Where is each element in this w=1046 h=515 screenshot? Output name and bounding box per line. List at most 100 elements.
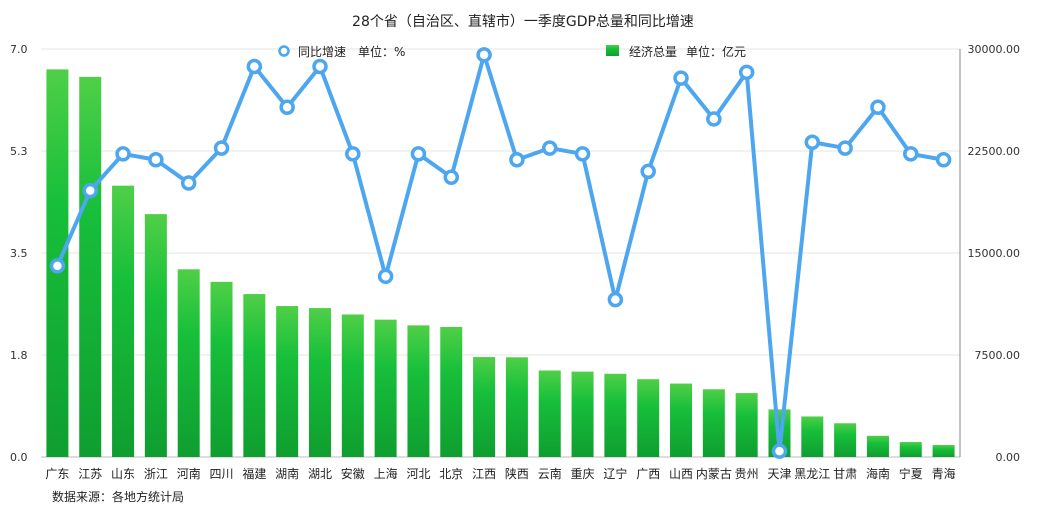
line-point — [377, 268, 394, 285]
bar — [79, 76, 102, 457]
category-label: 内蒙古 — [696, 466, 732, 481]
bar — [144, 214, 167, 457]
line-point — [345, 146, 361, 162]
category-label: 甘肃 — [833, 467, 857, 481]
category-label: 河南 — [177, 466, 201, 481]
category-label: 北京 — [439, 467, 463, 481]
category-label: 湖南 — [275, 466, 299, 481]
line-point — [279, 99, 295, 116]
bar — [899, 442, 922, 457]
category-label: 山东 — [111, 467, 135, 481]
line-point — [410, 146, 427, 162]
bar — [834, 423, 857, 457]
line-point — [607, 291, 624, 308]
category-label: 云南 — [538, 466, 562, 481]
line-point — [804, 134, 821, 151]
right-axis: 0.00 7500.00 15000.00 22500.00 30000.00 — [959, 43, 1021, 464]
line-point — [213, 140, 230, 156]
left-tick-label: 3.5 — [10, 247, 28, 260]
growth-line — [55, 52, 944, 454]
bar — [177, 269, 200, 457]
bar — [801, 416, 824, 457]
category-axis: 广东 江苏 山东 浙江 河南 四川 福建 湖南 湖北 安徽 上海 河北 北京 江西 陕西 云南 重庆 辽宁 广西 山西… — [45, 466, 955, 481]
bar — [538, 370, 561, 457]
category-label: 黑龙江 — [794, 467, 830, 481]
line-point — [476, 47, 492, 63]
bar — [407, 325, 430, 457]
line-point — [771, 443, 788, 459]
bar — [866, 435, 889, 457]
legend-line-marker — [278, 45, 290, 57]
line-point — [49, 258, 66, 274]
bar — [112, 185, 135, 457]
line-point — [738, 64, 755, 81]
legend-line-name: 同比增速 — [298, 45, 346, 59]
category-label: 山西 — [669, 467, 693, 481]
category-label: 江苏 — [78, 467, 102, 481]
bar — [276, 306, 299, 457]
legend-bar-unit: 单位：亿元 — [686, 44, 746, 59]
line-point — [509, 151, 525, 168]
left-tick-label: 5.3 — [10, 145, 28, 158]
category-label: 浙江 — [144, 467, 168, 481]
category-label: 海南 — [866, 466, 890, 481]
line-point — [246, 58, 263, 75]
right-tick-label: 0.00 — [996, 451, 1021, 464]
bar — [308, 308, 331, 457]
category-label: 陕西 — [505, 466, 529, 481]
bar — [571, 371, 594, 457]
category-label: 宁夏 — [899, 466, 923, 481]
line-point — [706, 111, 722, 127]
bar — [670, 383, 693, 457]
category-label: 重庆 — [571, 467, 595, 481]
bar — [735, 393, 758, 457]
line-point — [148, 151, 164, 168]
category-label: 天津 — [767, 467, 791, 481]
line-point — [903, 146, 919, 162]
line-point — [82, 182, 98, 199]
category-label: 广西 — [636, 467, 660, 481]
bar — [702, 389, 725, 457]
bar — [341, 314, 364, 457]
category-label: 四川 — [210, 467, 234, 481]
left-axis: 0.0 1.8 3.5 5.3 7.0 — [10, 43, 28, 464]
line-point — [115, 146, 131, 162]
category-label: 湖北 — [308, 466, 332, 481]
category-label: 江西 — [472, 467, 496, 481]
bar — [440, 326, 463, 457]
line-point — [640, 163, 656, 180]
line-point — [574, 146, 591, 162]
bar — [210, 281, 233, 457]
right-tick-label: 15000.00 — [968, 247, 1021, 260]
bar — [243, 294, 266, 457]
right-tick-label: 7500.00 — [975, 349, 1021, 362]
bar — [604, 373, 627, 457]
category-label: 青海 — [932, 466, 956, 481]
left-tick-label: 1.8 — [10, 349, 28, 362]
line-point — [312, 58, 328, 75]
line-point — [180, 175, 197, 191]
line-series — [49, 47, 952, 459]
legend-bar-name: 经济总量 — [629, 44, 677, 59]
category-label: 安徽 — [341, 466, 365, 481]
line-point — [935, 151, 952, 168]
legend: 同比增速 单位：% 经济总量 单位：亿元 — [278, 44, 746, 59]
left-tick-label: 0.0 — [10, 451, 28, 464]
right-tick-label: 30000.00 — [968, 43, 1021, 56]
category-label: 辽宁 — [603, 466, 627, 481]
category-label: 广东 — [45, 467, 69, 481]
legend-line-unit: 单位：% — [358, 44, 405, 59]
line-point — [837, 140, 853, 156]
line-point — [673, 70, 689, 86]
category-label: 贵州 — [735, 467, 759, 481]
left-tick-label: 7.0 — [10, 43, 28, 56]
line-point — [443, 169, 460, 185]
bar — [505, 357, 528, 457]
line-point — [870, 99, 886, 116]
chart-title: 28个省（自治区、直辖市）一季度GDP总量和同比增速 — [352, 13, 694, 30]
source-note: 数据来源：各地方统计局 — [52, 490, 185, 504]
bar — [374, 319, 397, 457]
line-point — [541, 140, 558, 156]
category-label: 河北 — [406, 467, 430, 481]
